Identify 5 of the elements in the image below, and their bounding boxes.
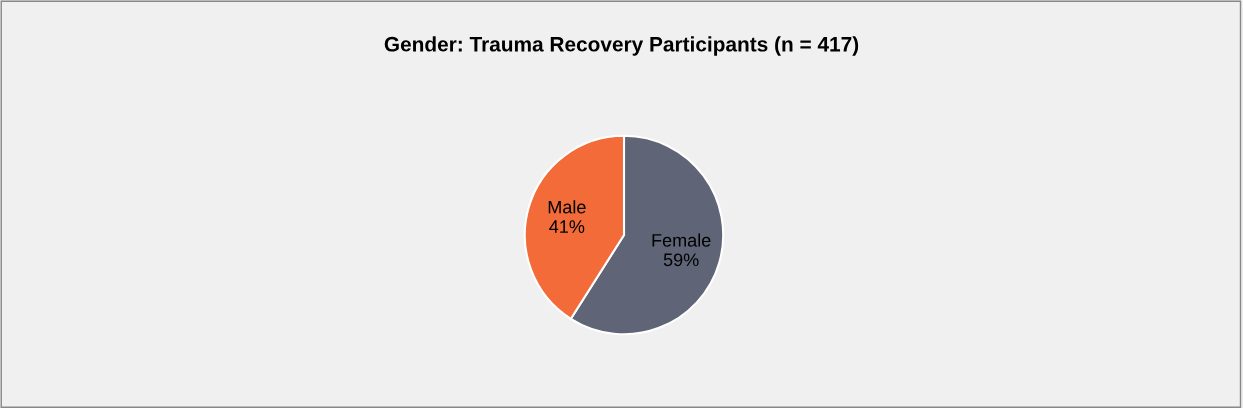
slice-label: Male bbox=[548, 200, 586, 214]
data-label: 41% bbox=[549, 220, 585, 233]
chart-title: Gender: Trauma Recovery Participants (n = 417) bbox=[384, 36, 859, 56]
data-label: 59% bbox=[663, 253, 699, 267]
slice-label: Female bbox=[652, 233, 711, 247]
